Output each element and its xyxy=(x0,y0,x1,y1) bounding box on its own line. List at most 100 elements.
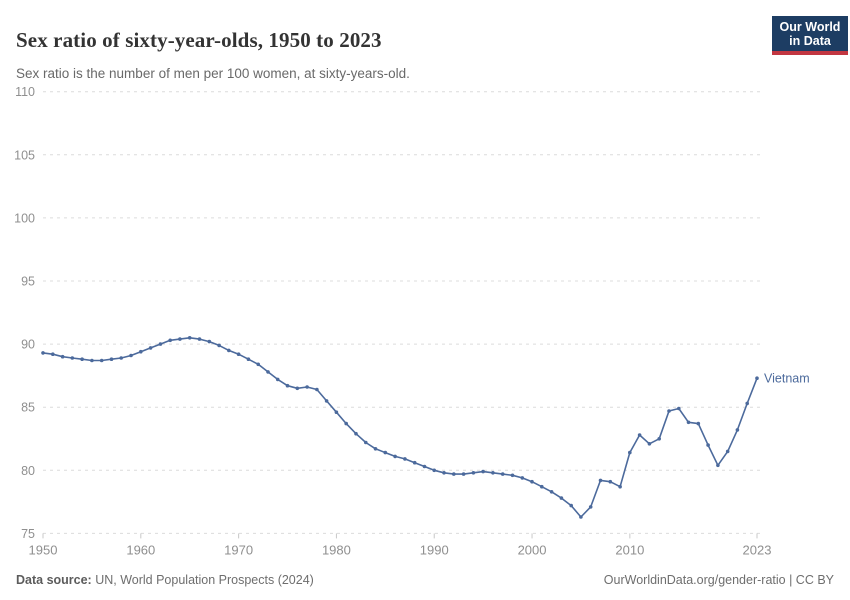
data-point[interactable] xyxy=(129,353,133,358)
data-point[interactable] xyxy=(452,472,456,476)
data-point[interactable] xyxy=(168,338,172,343)
data-point[interactable] xyxy=(403,457,407,461)
data-point[interactable] xyxy=(99,358,104,363)
data-point[interactable] xyxy=(373,447,378,451)
data-point[interactable] xyxy=(109,357,114,362)
data-point[interactable] xyxy=(412,460,417,465)
y-tick-label: 90 xyxy=(21,338,35,352)
data-point[interactable] xyxy=(305,385,309,389)
data-point[interactable] xyxy=(510,473,515,478)
data-point[interactable] xyxy=(158,342,163,346)
chart-subtitle: Sex ratio is the number of men per 100 w… xyxy=(16,65,410,81)
y-tick-label: 100 xyxy=(14,211,35,225)
data-point[interactable] xyxy=(745,401,749,406)
data-point[interactable] xyxy=(266,370,270,374)
data-point[interactable] xyxy=(735,428,740,432)
data-point[interactable] xyxy=(471,471,476,475)
data-point[interactable] xyxy=(41,351,45,355)
data-source-text: UN, World Population Prospects (2024) xyxy=(91,573,314,587)
data-point[interactable] xyxy=(628,450,632,455)
owid-logo-line2: in Data xyxy=(789,34,831,48)
data-point[interactable] xyxy=(520,476,525,480)
data-source-label: Data source: xyxy=(16,573,92,587)
data-point[interactable] xyxy=(354,431,358,436)
owid-logo[interactable]: Our World in Data xyxy=(772,16,848,55)
x-tick-label: 2023 xyxy=(743,542,772,557)
data-point[interactable] xyxy=(148,346,153,350)
data-point[interactable] xyxy=(461,472,466,476)
chart-footer: Data source: UN, World Population Prospe… xyxy=(16,573,834,589)
x-tick-label: 1980 xyxy=(322,542,351,557)
data-point[interactable] xyxy=(119,356,123,360)
data-point[interactable] xyxy=(246,357,251,362)
series-line xyxy=(42,336,758,518)
data-point[interactable] xyxy=(677,406,681,411)
data-point[interactable] xyxy=(637,433,642,437)
data-point[interactable] xyxy=(364,440,368,445)
data-point[interactable] xyxy=(344,421,349,426)
data-point[interactable] xyxy=(432,468,437,473)
data-point[interactable] xyxy=(716,463,720,468)
data-point[interactable] xyxy=(315,387,319,392)
data-point[interactable] xyxy=(285,383,290,388)
data-point[interactable] xyxy=(559,496,564,500)
x-tick-label: 1950 xyxy=(29,542,58,557)
data-point[interactable] xyxy=(295,386,300,391)
data-point[interactable] xyxy=(491,471,495,475)
data-point[interactable] xyxy=(422,464,427,469)
data-point[interactable] xyxy=(755,376,759,381)
data-point[interactable] xyxy=(500,472,505,476)
data-point[interactable] xyxy=(236,352,241,357)
data-point[interactable] xyxy=(207,339,212,344)
y-tick-label: 75 xyxy=(21,527,35,541)
data-point[interactable] xyxy=(197,337,202,341)
data-point[interactable] xyxy=(725,449,730,454)
entity-label[interactable]: Vietnam xyxy=(764,372,810,386)
y-tick-label: 80 xyxy=(21,464,35,478)
data-point[interactable] xyxy=(647,442,652,446)
data-point[interactable] xyxy=(227,348,231,353)
owid-logo-text: Our World in Data xyxy=(772,16,848,51)
y-tick-label: 110 xyxy=(15,85,35,99)
data-point[interactable] xyxy=(579,515,583,519)
data-point[interactable] xyxy=(90,358,94,363)
data-point[interactable] xyxy=(139,349,143,354)
data-point[interactable] xyxy=(334,410,339,415)
data-point[interactable] xyxy=(657,437,661,441)
data-point[interactable] xyxy=(618,484,622,489)
chart-title: Sex ratio of sixty-year-olds, 1950 to 20… xyxy=(16,28,382,53)
data-point[interactable] xyxy=(598,478,603,483)
data-point[interactable] xyxy=(686,420,691,425)
data-point[interactable] xyxy=(80,357,84,362)
data-point[interactable] xyxy=(540,484,544,489)
data-point[interactable] xyxy=(667,409,671,413)
x-tick-label: 2010 xyxy=(615,542,644,557)
data-point[interactable] xyxy=(178,337,182,341)
data-point[interactable] xyxy=(70,356,75,360)
data-point[interactable] xyxy=(696,421,701,426)
data-point[interactable] xyxy=(706,443,710,447)
data-point[interactable] xyxy=(51,352,55,357)
data-point[interactable] xyxy=(481,469,485,474)
data-point[interactable] xyxy=(530,479,534,484)
data-point[interactable] xyxy=(60,354,65,359)
data-point[interactable] xyxy=(393,454,397,459)
x-tick-label: 1960 xyxy=(126,542,155,557)
data-point[interactable] xyxy=(569,503,573,508)
data-point[interactable] xyxy=(608,479,613,484)
data-point[interactable] xyxy=(588,505,593,509)
data-point[interactable] xyxy=(383,450,388,455)
data-point[interactable] xyxy=(549,490,554,494)
data-point[interactable] xyxy=(217,343,221,348)
x-tick-label: 1990 xyxy=(420,542,449,557)
data-point[interactable] xyxy=(324,399,329,403)
y-tick-label: 105 xyxy=(14,148,35,162)
attribution-link[interactable]: OurWorldinData.org/gender-ratio | CC BY xyxy=(603,573,834,587)
data-point[interactable] xyxy=(442,471,446,475)
data-point[interactable] xyxy=(256,362,261,367)
data-point[interactable] xyxy=(275,377,280,382)
data-point[interactable] xyxy=(187,336,192,340)
data-source: Data source: UN, World Population Prospe… xyxy=(16,573,314,587)
